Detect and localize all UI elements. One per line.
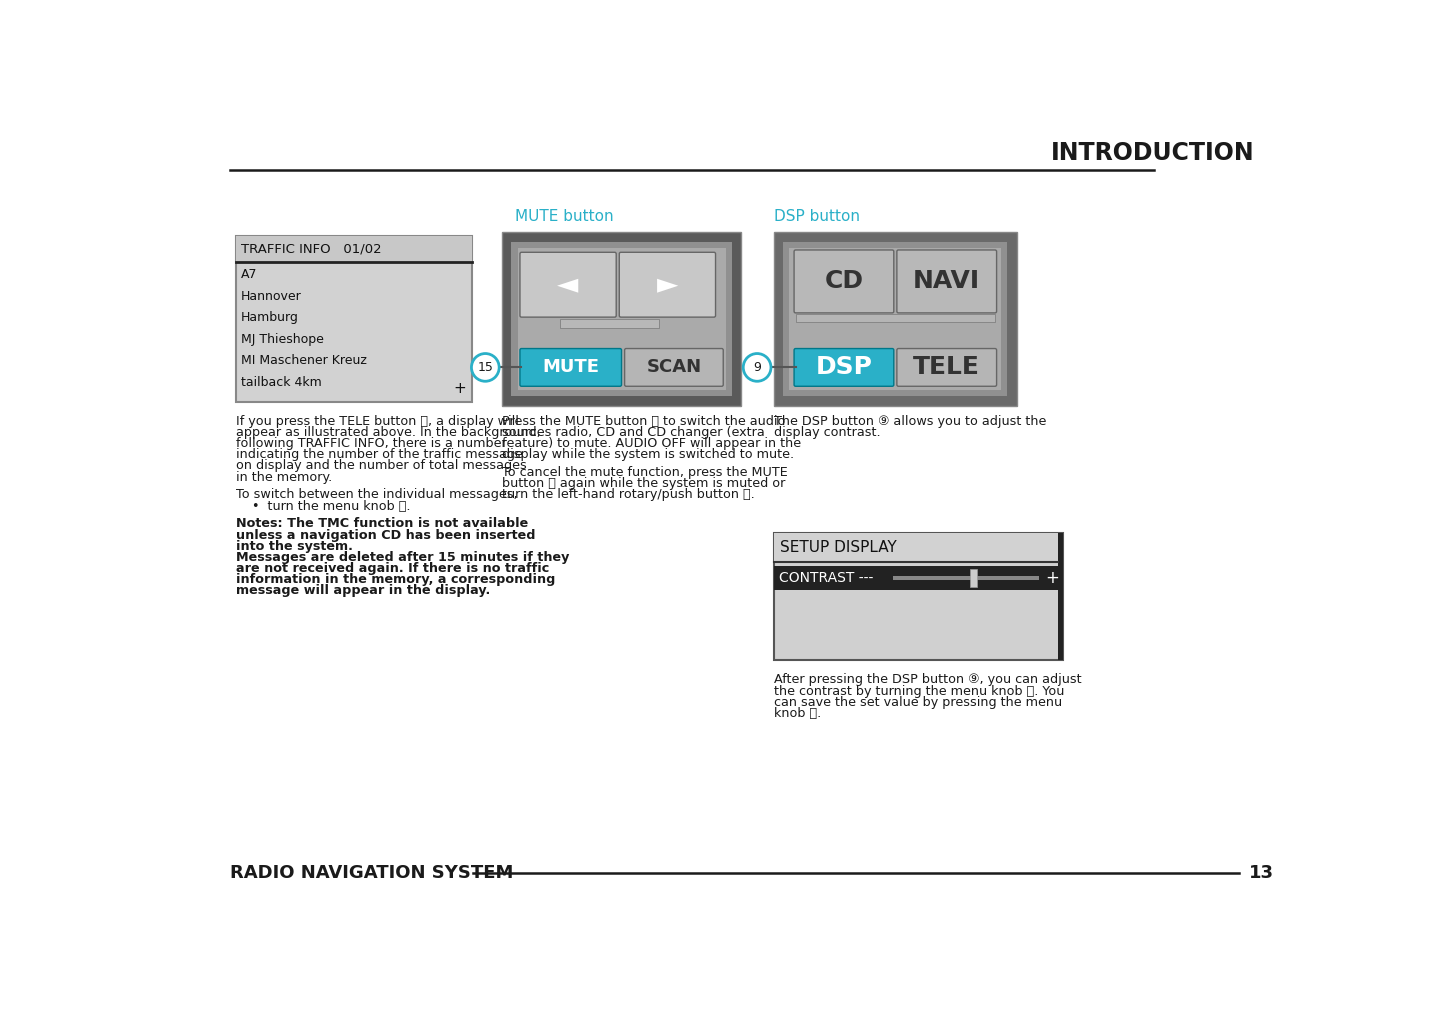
Text: To cancel the mute function, press the MUTE: To cancel the mute function, press the M… xyxy=(503,466,788,479)
Text: display while the system is switched to mute.: display while the system is switched to … xyxy=(503,448,795,461)
Bar xyxy=(561,319,659,328)
FancyBboxPatch shape xyxy=(897,348,997,386)
Text: RADIO NAVIGATION SYSTEM: RADIO NAVIGATION SYSTEM xyxy=(230,864,514,882)
Text: NAVI: NAVI xyxy=(913,270,980,293)
Text: are not received again. If there is no traffic: are not received again. If there is no t… xyxy=(236,562,549,575)
Text: +: + xyxy=(1045,569,1059,587)
Text: on display and the number of total messages: on display and the number of total messa… xyxy=(236,459,526,472)
Text: MI Maschener Kreuz: MI Maschener Kreuz xyxy=(241,354,367,367)
Text: knob ⓹.: knob ⓹. xyxy=(775,706,821,720)
Bar xyxy=(893,576,1039,580)
Text: tailback 4km: tailback 4km xyxy=(241,376,322,389)
Text: DSP button: DSP button xyxy=(775,209,860,224)
Text: Messages are deleted after 15 minutes if they: Messages are deleted after 15 minutes if… xyxy=(236,551,569,564)
Text: ◄: ◄ xyxy=(558,271,579,298)
Bar xyxy=(796,314,996,322)
FancyBboxPatch shape xyxy=(897,250,997,313)
Text: 13: 13 xyxy=(1248,864,1274,882)
FancyBboxPatch shape xyxy=(624,348,724,386)
Bar xyxy=(775,532,1064,660)
Text: SCAN: SCAN xyxy=(646,358,701,377)
Text: turn the left-hand rotary/push button ⑳.: turn the left-hand rotary/push button ⑳. xyxy=(503,489,754,502)
Text: SETUP DISPLAY: SETUP DISPLAY xyxy=(780,540,897,555)
Text: appear as illustrated above. In the background,: appear as illustrated above. In the back… xyxy=(236,426,540,439)
Text: feature) to mute. AUDIO OFF will appear in the: feature) to mute. AUDIO OFF will appear … xyxy=(503,437,802,450)
Text: Press the MUTE button Ⓙ to switch the audio: Press the MUTE button Ⓙ to switch the au… xyxy=(503,414,786,428)
Text: MUTE button: MUTE button xyxy=(516,209,614,224)
Text: MJ Thieshope: MJ Thieshope xyxy=(241,333,324,346)
FancyBboxPatch shape xyxy=(795,250,894,313)
Text: display contrast.: display contrast. xyxy=(775,426,880,439)
Bar xyxy=(775,532,1058,562)
Text: button Ⓙ again while the system is muted or: button Ⓙ again while the system is muted… xyxy=(503,477,786,491)
Text: Hannover: Hannover xyxy=(241,289,302,302)
Text: DSP: DSP xyxy=(815,355,873,380)
Text: ►: ► xyxy=(656,271,678,298)
Bar xyxy=(971,569,977,587)
Text: into the system.: into the system. xyxy=(236,540,353,553)
Text: Notes: The TMC function is not available: Notes: The TMC function is not available xyxy=(236,517,527,530)
Bar xyxy=(1058,532,1064,660)
Bar xyxy=(775,232,1017,405)
FancyBboxPatch shape xyxy=(795,348,894,386)
Text: information in the memory, a corresponding: information in the memory, a correspondi… xyxy=(236,573,555,586)
Text: To switch between the individual messages,: To switch between the individual message… xyxy=(236,489,517,502)
Text: 15: 15 xyxy=(477,361,493,374)
Bar xyxy=(236,236,473,402)
Text: CONTRAST ---: CONTRAST --- xyxy=(779,571,873,585)
Text: can save the set value by pressing the menu: can save the set value by pressing the m… xyxy=(775,696,1062,709)
FancyBboxPatch shape xyxy=(520,348,621,386)
Text: TRAFFIC INFO   01/02: TRAFFIC INFO 01/02 xyxy=(241,242,381,256)
Text: CD: CD xyxy=(825,270,864,293)
FancyBboxPatch shape xyxy=(620,252,715,318)
Bar xyxy=(517,247,725,390)
Bar xyxy=(789,247,1001,390)
Text: MUTE: MUTE xyxy=(542,358,600,377)
Text: +: + xyxy=(454,381,467,396)
Text: sources radio, CD and CD changer (extra: sources radio, CD and CD changer (extra xyxy=(503,426,764,439)
Text: The DSP button ⑨ allows you to adjust the: The DSP button ⑨ allows you to adjust th… xyxy=(775,414,1046,428)
Circle shape xyxy=(471,353,499,382)
Text: A7: A7 xyxy=(241,268,257,281)
Text: Hamburg: Hamburg xyxy=(241,312,299,324)
Text: INTRODUCTION: INTRODUCTION xyxy=(1051,140,1254,165)
Text: message will appear in the display.: message will appear in the display. xyxy=(236,584,490,598)
Bar xyxy=(236,236,473,262)
Text: unless a navigation CD has been inserted: unless a navigation CD has been inserted xyxy=(236,528,535,542)
Circle shape xyxy=(743,353,772,382)
Bar xyxy=(783,241,1007,396)
Text: following TRAFFIC INFO, there is a number: following TRAFFIC INFO, there is a numbe… xyxy=(236,437,507,450)
Text: the contrast by turning the menu knob ⓹. You: the contrast by turning the menu knob ⓹.… xyxy=(775,685,1065,697)
Text: 9: 9 xyxy=(753,361,762,374)
Text: If you press the TELE button Ⓧ, a display will: If you press the TELE button Ⓧ, a displa… xyxy=(236,414,519,428)
Bar xyxy=(503,232,741,405)
FancyBboxPatch shape xyxy=(520,252,616,318)
Text: After pressing the DSP button ⑨, you can adjust: After pressing the DSP button ⑨, you can… xyxy=(775,674,1082,686)
Text: •  turn the menu knob ⓹.: • turn the menu knob ⓹. xyxy=(236,500,410,513)
Text: indicating the number of the traffic message: indicating the number of the traffic mes… xyxy=(236,448,523,461)
Text: TELE: TELE xyxy=(913,355,980,380)
Text: in the memory.: in the memory. xyxy=(236,470,332,484)
Bar xyxy=(775,566,1058,590)
Bar xyxy=(512,241,731,396)
